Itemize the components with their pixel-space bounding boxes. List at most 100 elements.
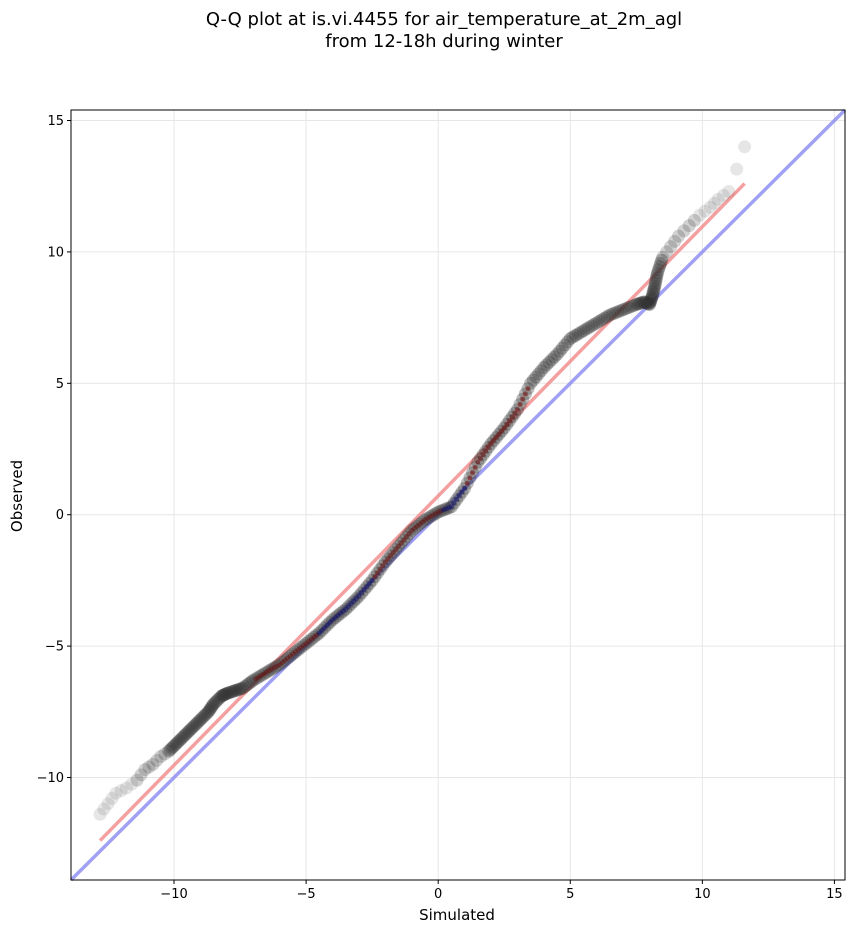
data-point <box>632 296 646 310</box>
data-point <box>650 269 664 283</box>
data-point <box>182 724 196 738</box>
data-point <box>647 281 661 295</box>
data-point <box>650 266 664 280</box>
data-point-core <box>522 391 528 397</box>
data-point <box>242 676 256 690</box>
data-point <box>619 302 633 316</box>
data-point <box>238 680 252 694</box>
data-point-core <box>512 410 518 416</box>
data-point <box>638 295 652 309</box>
data-point <box>603 308 617 322</box>
data-point <box>654 256 668 270</box>
data-point <box>101 797 115 811</box>
data-point <box>229 683 243 697</box>
data-point <box>216 689 230 703</box>
data-point <box>119 781 133 795</box>
chart-subtitle: from 12-18h during winter <box>325 31 563 52</box>
data-point <box>608 306 622 320</box>
data-point <box>539 358 553 372</box>
data-point <box>192 714 206 728</box>
data-point <box>558 338 572 352</box>
data-point <box>219 687 233 701</box>
data-point <box>716 188 730 202</box>
data-point <box>611 305 625 319</box>
data-point <box>234 682 248 696</box>
data-point <box>138 763 152 777</box>
y-tick-label: −5 <box>45 640 64 655</box>
data-point <box>613 304 627 318</box>
data-point <box>672 229 686 243</box>
data-point <box>711 192 725 206</box>
data-point <box>207 697 221 711</box>
data-point <box>221 686 235 700</box>
data-point <box>649 271 663 285</box>
data-point <box>636 295 650 309</box>
data-point-core <box>380 563 386 569</box>
data-point <box>197 710 211 724</box>
data-point <box>707 196 721 210</box>
data-point <box>228 684 242 698</box>
data-point-core <box>504 421 510 427</box>
data-point <box>213 691 227 705</box>
data-point <box>641 297 655 311</box>
x-tick-label: 10 <box>694 887 711 902</box>
data-point <box>600 310 614 324</box>
data-point <box>637 295 651 309</box>
data-point <box>176 730 190 744</box>
data-point <box>698 204 712 218</box>
data-point-core <box>507 418 513 424</box>
data-point <box>542 355 556 369</box>
data-point <box>646 287 660 301</box>
data-point <box>606 307 620 321</box>
data-point <box>537 361 551 375</box>
data-point <box>532 367 546 381</box>
data-point <box>130 773 144 787</box>
data-point <box>648 276 662 290</box>
data-point <box>189 717 203 731</box>
data-point <box>162 744 176 758</box>
data-point-core <box>483 448 489 454</box>
data-point <box>146 757 160 771</box>
data-point-core <box>456 493 462 499</box>
data-point <box>647 283 661 297</box>
data-point <box>226 684 240 698</box>
data-point <box>168 738 182 752</box>
data-point <box>240 678 254 692</box>
grid-lines <box>71 110 845 880</box>
y-axis-ticks: −10 −5 0 5 10 15 <box>37 114 71 786</box>
data-point <box>225 685 239 699</box>
data-point <box>598 311 612 325</box>
data-point <box>231 683 245 697</box>
data-point <box>677 224 691 238</box>
data-point <box>163 743 177 757</box>
data-point <box>142 760 156 774</box>
y-tick-label: 10 <box>47 245 64 260</box>
data-point <box>218 687 232 701</box>
data-point <box>233 682 247 696</box>
y-tick-label: 15 <box>47 114 64 129</box>
data-point <box>211 692 225 706</box>
data-point <box>653 260 667 274</box>
data-point <box>205 700 219 714</box>
data-point <box>529 370 543 384</box>
data-point <box>181 725 195 739</box>
data-point <box>629 297 643 311</box>
data-point-core <box>525 386 531 392</box>
data-point <box>566 330 580 344</box>
data-point <box>203 702 217 716</box>
data-point <box>202 703 216 717</box>
y-tick-label: −10 <box>37 771 64 786</box>
data-point <box>534 364 548 378</box>
data-point <box>555 341 569 355</box>
data-point-core <box>454 496 460 502</box>
data-point <box>587 317 601 331</box>
data-point <box>173 733 187 747</box>
data-point <box>193 713 207 727</box>
data-point <box>158 747 172 761</box>
data-point <box>738 140 752 154</box>
data-point <box>582 321 596 335</box>
fit-line-group <box>98 182 746 842</box>
data-point <box>693 208 707 222</box>
data-point <box>645 291 659 305</box>
